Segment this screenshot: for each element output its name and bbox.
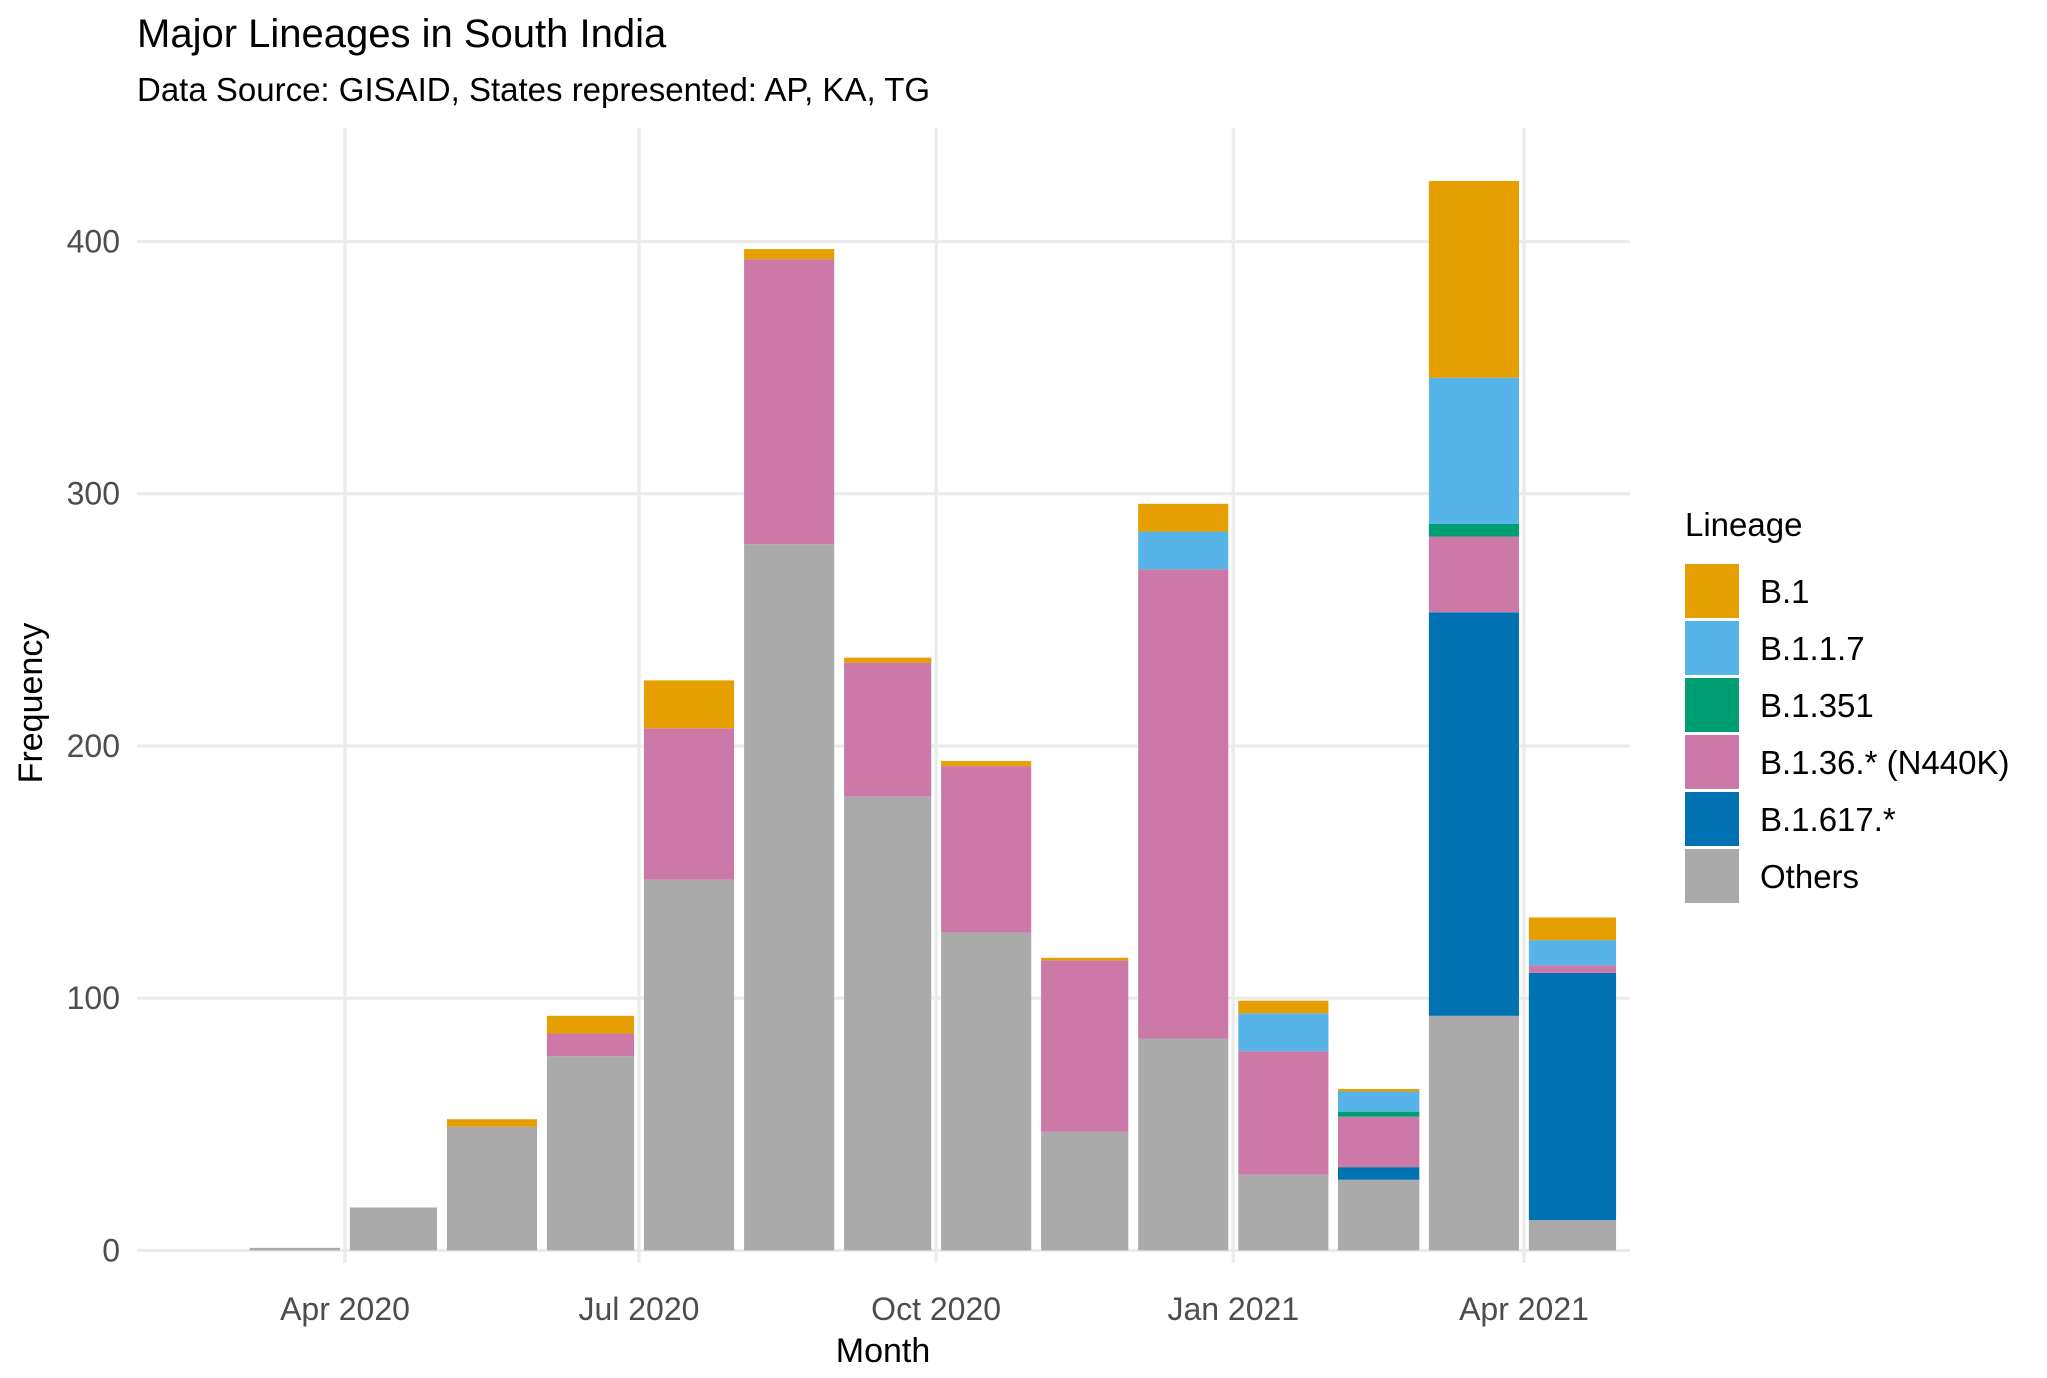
bar-segment [1041,1131,1129,1251]
bar-segment [546,1056,635,1251]
bar-stack [249,1247,340,1251]
bar-segment [1528,972,1617,1221]
y-tick-label: 100 [67,980,120,1016]
legend-label: B.1 [1760,573,1810,610]
bar-segment [1238,1000,1329,1014]
bar-segment [249,1247,340,1251]
legend-label: B.1.351 [1760,687,1874,724]
legend-swatch [1685,564,1739,618]
legend-label: B.1.617.* [1760,801,1896,838]
y-tick-label: 200 [67,728,120,764]
bar-segment [446,1119,538,1127]
bar-stack [744,249,835,1251]
bar-segment [1238,1051,1329,1175]
bar-segment [1337,1111,1420,1117]
bar-segment [1528,917,1617,941]
bar-segment [744,544,835,1251]
legend-swatch [1685,621,1739,675]
bar-stack [546,1015,635,1251]
bar-segment [844,662,932,797]
bar-segment [1138,569,1229,1039]
bar-segment [1428,1015,1519,1251]
bar-segment [643,879,735,1251]
y-tick-label: 300 [67,476,120,512]
bar-segment [1428,536,1519,613]
x-tick-label: Jul 2020 [578,1291,699,1327]
bar-segment [1528,1220,1617,1251]
legend-label: B.1.1.7 [1760,630,1865,667]
bar-segment [1528,940,1617,966]
bar-segment [1238,1174,1329,1251]
bar-segment [941,766,1032,933]
bar-stack [1337,1088,1420,1251]
bar-segment [844,796,932,1251]
x-tick-label: Apr 2020 [280,1291,410,1327]
bar-segment [1428,523,1519,537]
bars [249,180,1617,1251]
bar-stack [1041,957,1129,1251]
chart-subtitle: Data Source: GISAID, States represented:… [137,71,930,108]
y-tick-label: 0 [102,1232,120,1268]
bar-segment [1337,1116,1420,1168]
legend-title: Lineage [1685,506,1802,543]
y-axis-ticks: 0 100 200 300 400 [67,224,120,1269]
bar-segment [1238,1013,1329,1052]
x-tick-label: Jan 2021 [1167,1291,1299,1327]
bar-stack [349,1207,438,1251]
bar-segment [1528,965,1617,973]
bar-stack [446,1119,538,1251]
bar-segment [1428,612,1519,1016]
bar-segment [1337,1091,1420,1112]
bar-stack [941,761,1032,1251]
bar-segment [1041,960,1129,1132]
bar-segment [546,1015,635,1034]
legend-swatch [1685,735,1739,789]
chart-title: Major Lineages in South India [137,12,667,56]
bar-segment [643,728,735,880]
legend-label: B.1.36.* (N440K) [1760,744,2009,781]
x-tick-label: Oct 2020 [871,1291,1001,1327]
legend-swatch [1685,678,1739,732]
gridlines [137,128,1630,1263]
bar-stack [1528,917,1617,1251]
bar-segment [744,259,835,545]
x-axis-title: Month [836,1332,931,1370]
legend-swatch [1685,792,1739,846]
bar-segment [1138,503,1229,532]
bar-segment [1337,1179,1420,1251]
bar-segment [744,249,835,260]
legend: Lineage B.1 B.1.1.7 B.1.351 B.1.36.* (N440K… [1685,506,2009,903]
legend-swatch [1685,849,1739,903]
legend-label: Others [1760,858,1859,895]
bar-stack [1138,503,1229,1251]
bar-segment [1428,377,1519,524]
bar-stack [643,680,735,1251]
bar-segment [941,932,1032,1251]
x-axis-ticks: Apr 2020 Jul 2020 Oct 2020 Jan 2021 Apr 2021 [280,1291,1589,1327]
bar-segment [643,680,735,729]
bar-segment [546,1033,635,1057]
bar-segment [941,761,1032,767]
bar-segment [349,1207,438,1251]
y-tick-label: 400 [67,224,120,260]
bar-segment [1337,1167,1420,1180]
bar-segment [1138,531,1229,570]
bar-segment [446,1126,538,1251]
bar-segment [1138,1038,1229,1251]
y-axis-title: Frequency [12,623,50,784]
bar-stack [1238,1000,1329,1251]
x-tick-label: Apr 2021 [1459,1291,1589,1327]
bar-segment [1337,1088,1420,1092]
bar-segment [844,657,932,663]
bar-stack [1428,180,1519,1251]
bar-segment [1428,180,1519,378]
bar-stack [844,657,932,1251]
bar-segment [1041,957,1129,961]
